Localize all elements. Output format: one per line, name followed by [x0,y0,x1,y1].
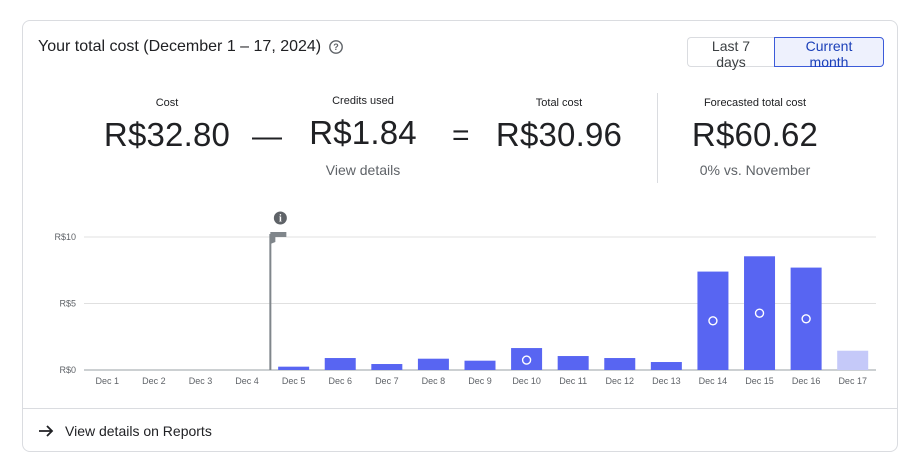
metrics-divider [657,93,658,183]
y-tick-label: R$5 [59,299,76,309]
bar-dec-12 [604,358,636,370]
forecast-value: R$60.62 [691,116,819,153]
bar-dec-15 [744,256,776,370]
last-7-days-button[interactable]: Last 7 days [687,37,774,70]
bar-dec-10 [511,348,543,370]
date-range-toggle: Last 7 days Current month [687,37,884,70]
current-month-button[interactable]: Current month [774,37,884,70]
x-tick-label: Dec 2 [142,376,166,386]
total-cost-label: Total cost [535,97,583,109]
total-cost-card: Your total cost (December 1 – 17, 2024) … [22,20,898,452]
x-tick-label: Dec 15 [745,376,774,386]
annotation-marker [754,308,765,318]
forecast-label: Forecasted total cost [703,97,807,109]
y-tick-label: R$10 [54,232,76,242]
daily-cost-chart: R$0 R$5 R$10 Dec 1 Dec 2 Dec 3 Dec 4 Dec 5 Dec 6… [54,211,876,386]
x-tick-label: Dec 6 [328,376,352,386]
bar-dec-13 [650,362,682,370]
bar-dec-17 [837,350,869,370]
x-tick-label: Dec 3 [189,376,213,386]
x-tick-label: Dec 12 [605,376,634,386]
x-tick-label: Dec 4 [235,376,259,386]
view-details-link[interactable]: View details [325,162,401,178]
equals-operator: = [452,119,470,152]
x-tick-label: Dec 9 [468,376,492,386]
view-reports-link[interactable]: View details on Reports [37,419,212,443]
annotation-marker [801,314,811,324]
info-icon [273,211,287,225]
arrow-right-icon [39,425,54,437]
card-title: Your total cost (December 1 – 17, 2024) [38,38,322,55]
bar-dec-16 [790,267,822,370]
x-tick-label: Dec 16 [792,376,821,386]
bar-dec-9 [464,360,496,370]
bar-dec-8 [417,358,449,370]
y-tick-label: R$0 [59,365,76,375]
cost-value: R$32.80 [103,116,231,153]
x-tick-label: Dec 11 [559,376,587,386]
minus-operator: — [252,120,282,153]
total-cost-value: R$30.96 [495,116,623,153]
info-icon-glyph: i [279,214,282,225]
bar-dec-11 [557,356,589,370]
bar-dec-14 [697,271,729,370]
x-tick-label: Dec 5 [282,376,306,386]
svg-text:?: ? [333,42,339,52]
x-tick-label: Dec 14 [699,376,728,386]
annotation-marker [708,316,718,326]
credits-label: Credits used [332,95,394,107]
cost-label: Cost [155,97,179,109]
flag-icon [270,232,287,244]
x-tick-label: Dec 10 [512,376,541,386]
annotation-marker [521,355,532,365]
view-reports-label: View details on Reports [65,423,212,439]
x-tick-label: Dec 1 [96,376,120,386]
credits-value: R$1.84 [309,114,417,151]
help-icon[interactable]: ? [328,39,344,55]
x-tick-label: Dec 8 [422,376,446,386]
bar-dec-6 [324,358,356,370]
bar-dec-7 [371,364,403,370]
x-tick-label: Dec 17 [838,376,867,386]
forecast-comparison: 0% vs. November [699,162,811,178]
bar-dec-5 [278,366,310,370]
x-tick-label: Dec 13 [652,376,681,386]
footer-divider [23,408,897,409]
x-tick-label: Dec 7 [375,376,399,386]
